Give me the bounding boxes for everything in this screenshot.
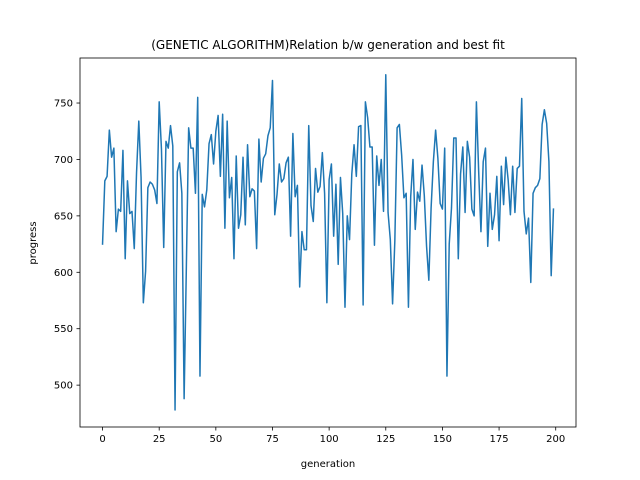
- x-tick-label: 175: [490, 434, 509, 445]
- y-tick-label: 550: [54, 324, 73, 335]
- y-tick-label: 500: [54, 381, 73, 392]
- y-tick-label: 700: [54, 155, 73, 166]
- y-tick-label: 600: [54, 268, 73, 279]
- x-tick-label: 75: [266, 434, 279, 445]
- x-axis-ticks: 0 25 50 75 100 125 150 175 200: [99, 427, 565, 445]
- x-tick-label: 150: [433, 434, 452, 445]
- y-tick-label: 650: [54, 211, 73, 222]
- y-tick-label: 750: [54, 99, 73, 110]
- x-tick-label: 25: [153, 434, 166, 445]
- plot-frame: [79, 57, 577, 428]
- x-tick-label: 200: [546, 434, 565, 445]
- x-tick-label: 0: [99, 434, 105, 445]
- x-tick-label: 100: [320, 434, 339, 445]
- series-line-0: [101, 74, 555, 411]
- x-axis-label: generation: [301, 459, 355, 470]
- plot-area: [79, 57, 577, 428]
- y-axis-ticks: 500 550 600 650 700 750: [54, 99, 80, 392]
- chart-title: (GENETIC ALGORITHM)Relation b/w generati…: [151, 38, 505, 52]
- y-axis-label: progress: [28, 221, 39, 264]
- x-tick-label: 50: [209, 434, 222, 445]
- x-tick-label: 125: [376, 434, 395, 445]
